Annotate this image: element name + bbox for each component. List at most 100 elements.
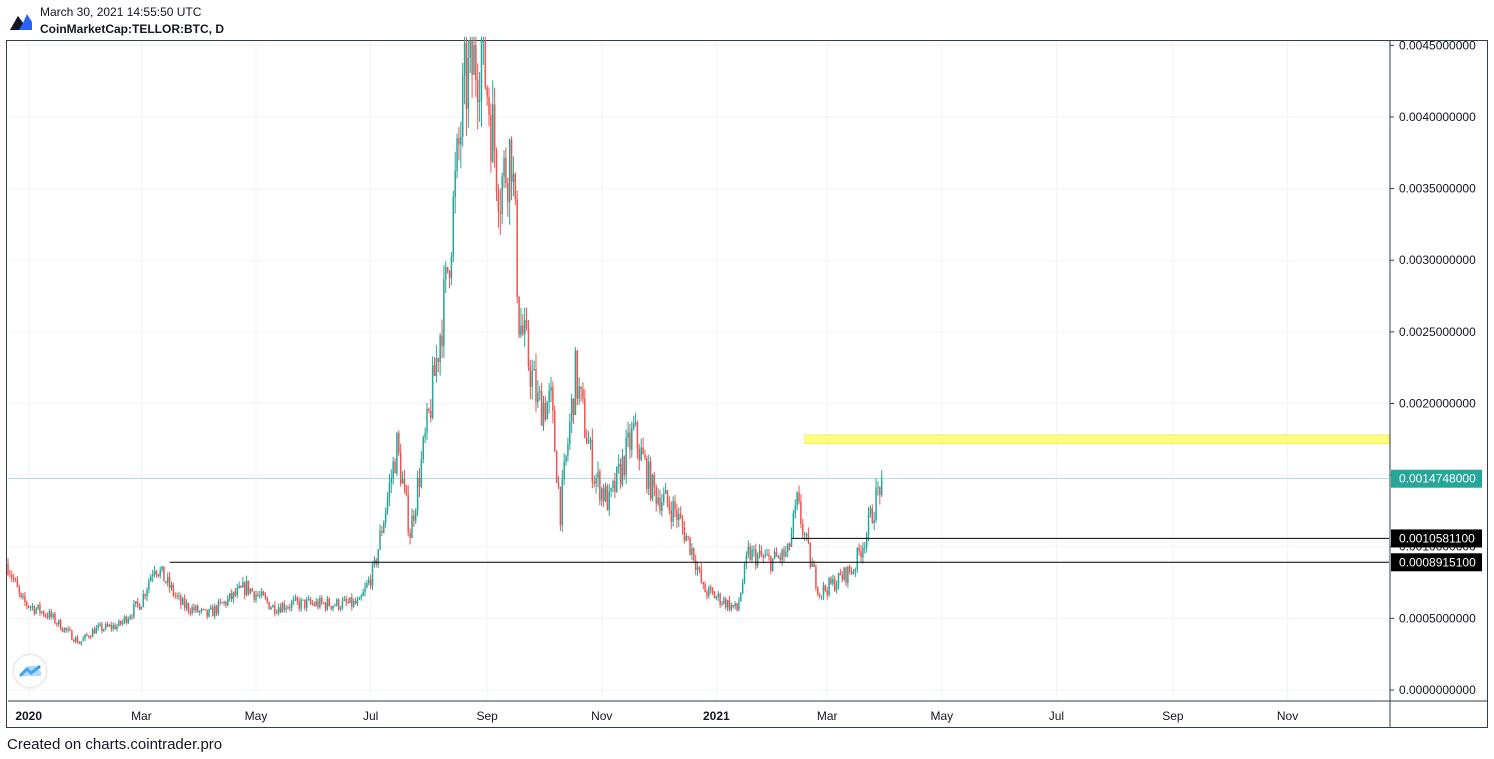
candle-body [424, 432, 426, 438]
candle-body [813, 563, 815, 567]
candle-body [822, 585, 825, 596]
candle-body [39, 604, 41, 613]
candle-body [537, 392, 539, 403]
candle-body [510, 139, 513, 182]
candle-body [608, 491, 611, 511]
candle-body [786, 543, 789, 552]
candle-body [399, 452, 402, 484]
candle-body [388, 483, 391, 498]
candle-body [360, 596, 362, 598]
candle-body [292, 599, 295, 602]
candle-body [724, 598, 727, 608]
candle-body [653, 474, 656, 487]
candle-body [741, 582, 744, 593]
candle-body [843, 567, 845, 580]
candle-body [57, 620, 60, 625]
candle-body [441, 335, 443, 347]
candle-body [734, 603, 736, 607]
tradingview-cloud-icon[interactable] [14, 655, 46, 687]
candle-body [274, 605, 276, 614]
candle-body [646, 458, 648, 489]
candle-body [91, 629, 94, 638]
candle-body [178, 595, 180, 597]
candle-body [315, 601, 317, 606]
candle-body [666, 490, 669, 504]
candle-body [636, 422, 639, 449]
candle-body [642, 447, 644, 455]
candle-body [279, 607, 282, 613]
candle-body [676, 509, 678, 521]
candle-body [584, 398, 586, 438]
candle-body [512, 173, 515, 182]
price-chart[interactable]: 0.00000000000.00050000000.00100000000.00… [0, 0, 1494, 730]
candle-body [770, 556, 772, 571]
candle-body [354, 600, 357, 604]
candle-body [764, 555, 766, 557]
candle-body [867, 513, 870, 535]
candle-body [495, 150, 498, 191]
candle-body [326, 598, 329, 610]
candle-body [572, 398, 575, 416]
candle-body [125, 616, 128, 623]
candle-body [649, 461, 652, 500]
candle-body [685, 536, 688, 542]
candle-body [661, 502, 663, 511]
candle-body [223, 601, 225, 604]
candle-body [14, 579, 17, 581]
candle-body [146, 589, 148, 597]
candle-body [142, 594, 145, 607]
candle-body [693, 548, 695, 561]
candle-body [651, 474, 654, 500]
candle-body [398, 433, 400, 453]
candle-body [300, 599, 302, 609]
candle-body [708, 587, 710, 597]
candle-body [858, 547, 860, 552]
candle-body [12, 577, 15, 580]
candle-body [236, 588, 238, 596]
candle-body [473, 45, 475, 75]
candle-body [439, 335, 441, 363]
candle-body [426, 409, 428, 433]
candle-body [384, 511, 387, 523]
candle-body [775, 551, 778, 557]
candle-body [758, 550, 761, 555]
candle-body [687, 536, 689, 538]
candle-body [508, 139, 511, 202]
candle-body [414, 510, 417, 521]
candle-body [155, 570, 158, 575]
candle-body [877, 487, 879, 489]
candle-body [471, 41, 473, 75]
candle-body [565, 455, 567, 462]
candle-body [785, 551, 787, 557]
candle-body [309, 599, 312, 604]
candle-body [298, 601, 300, 609]
candle-body [99, 624, 101, 626]
candle-body [452, 196, 455, 257]
candle-body [698, 567, 701, 569]
candle-body [672, 501, 674, 522]
candle-body [277, 607, 280, 613]
candle-body [172, 584, 175, 595]
candle-body [811, 563, 813, 567]
candle-body [625, 437, 627, 475]
candle-body [238, 585, 240, 589]
candle-body [123, 616, 126, 622]
candle-body [507, 183, 509, 202]
candle-body [135, 601, 137, 604]
candle-body [704, 584, 706, 593]
candle-body [22, 596, 24, 598]
candle-body [522, 325, 524, 334]
candle-body [585, 437, 588, 444]
candle-body [467, 57, 470, 109]
x-tick-label: Mar [131, 709, 152, 723]
candle-body [396, 433, 398, 474]
candle-body [563, 461, 565, 480]
level-badge [1391, 553, 1482, 572]
candle-body [433, 365, 436, 376]
candle-body [93, 629, 96, 634]
candle-body [247, 580, 250, 594]
candle-body [150, 576, 152, 582]
candle-body [255, 594, 257, 600]
candle-body [674, 501, 676, 510]
candle-body [289, 607, 291, 609]
